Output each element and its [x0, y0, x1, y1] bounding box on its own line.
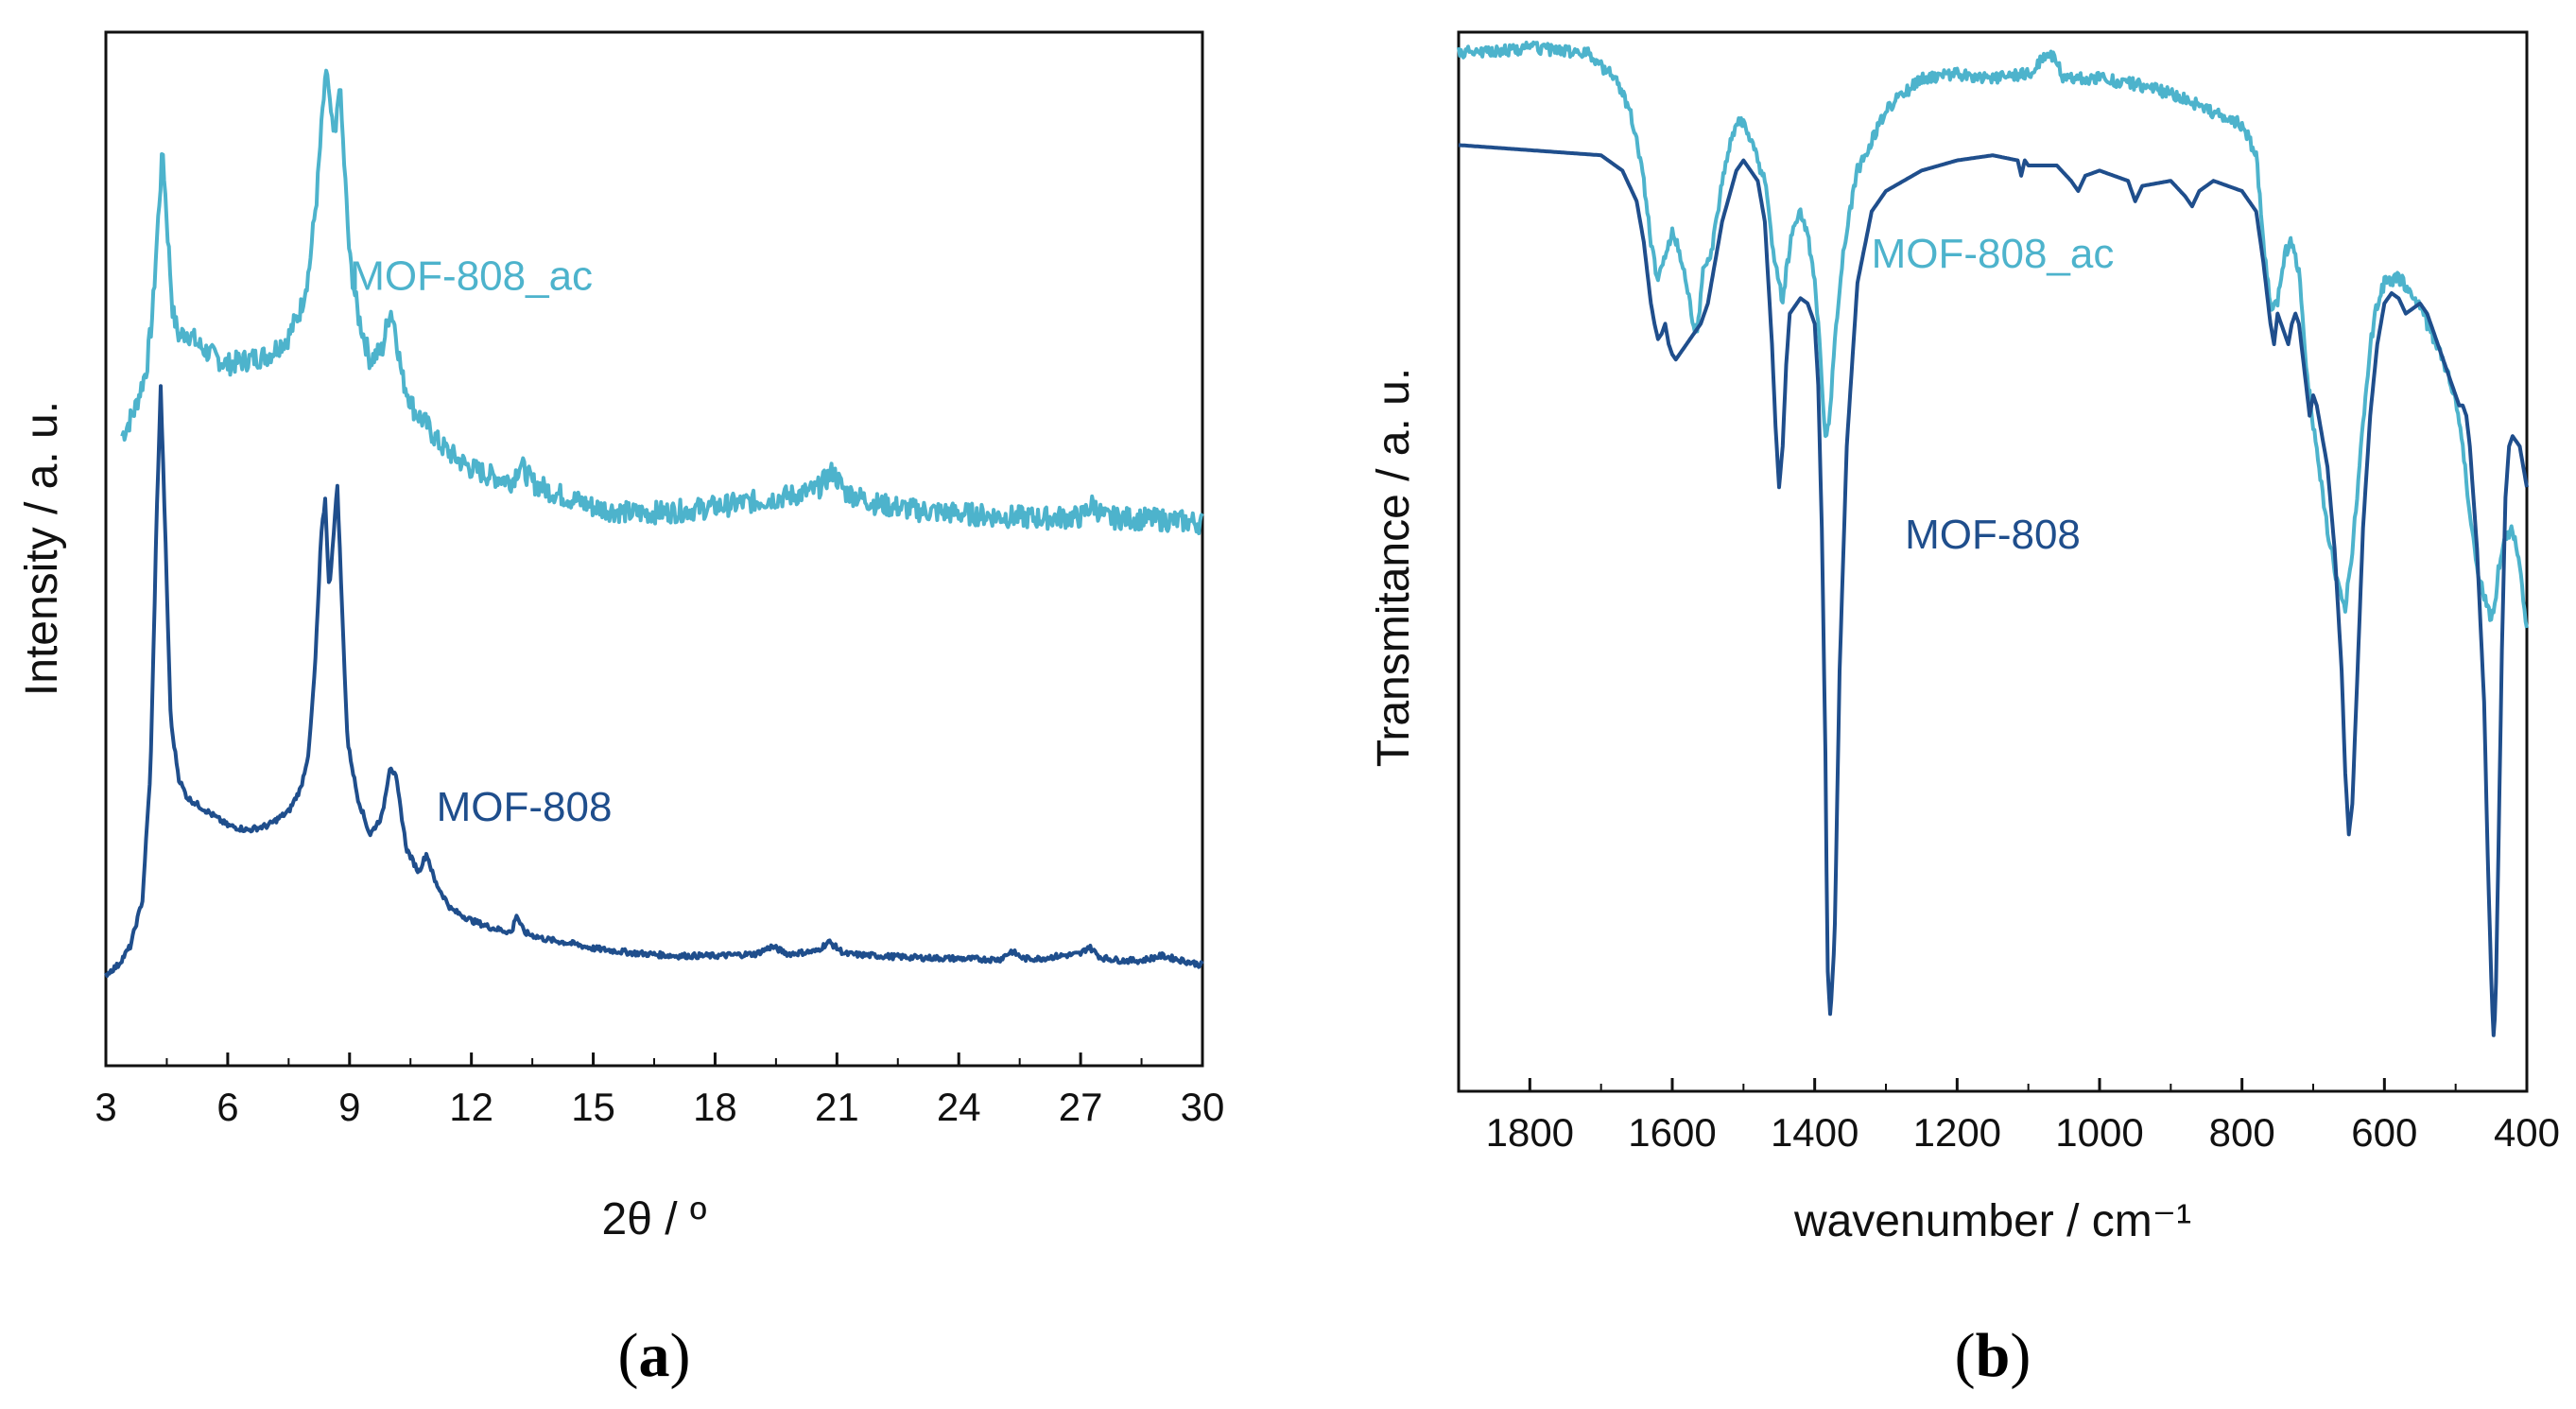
x-tick-label-b-7: 400	[2494, 1110, 2560, 1155]
x-tick-label-b-1: 1600	[1628, 1110, 1716, 1155]
y-axis-title-a: Intensity / a. u.	[17, 401, 67, 696]
x-tick-label-b-0: 1800	[1486, 1110, 1574, 1155]
x-tick-label-a-6: 21	[815, 1085, 859, 1129]
x-axis-title-a: 2θ / º	[602, 1194, 707, 1244]
series-line-a-mof-808	[104, 384, 1204, 978]
plot-frame-b	[1457, 30, 2529, 1093]
y-axis-title-b: Transmitance / a. u.	[1369, 368, 1419, 767]
x-tick-label-b-4: 1000	[2055, 1110, 2143, 1155]
series-line-b-mof-808-ac	[1457, 40, 2529, 629]
series-label-b-1: MOF-808	[1905, 512, 2081, 558]
panel-label-a: (a)	[618, 1321, 691, 1390]
x-tick-label-b-2: 1400	[1771, 1110, 1859, 1155]
x-tick-label-b-3: 1200	[1913, 1110, 2001, 1155]
x-tick-label-a-2: 9	[338, 1085, 360, 1129]
panel-b-chart: 1800 1600 1400 1200 1000 800 600 400 wavenumber …	[1369, 30, 2560, 1390]
x-tick-label-a-4: 15	[571, 1085, 615, 1129]
x-tick-label-b-5: 800	[2209, 1110, 2275, 1155]
series-line-a-mof-808-ac	[120, 68, 1204, 535]
series-label-a-1: MOF-808	[437, 784, 613, 830]
x-tick-label-a-8: 27	[1059, 1085, 1103, 1129]
x-tick-label-a-1: 6	[216, 1085, 238, 1129]
x-tick-label-a-7: 24	[937, 1085, 981, 1129]
series-label-a-0: MOF-808_ac	[350, 252, 593, 299]
panel-letter-a: a	[639, 1321, 670, 1390]
panel-label-b: (b)	[1955, 1321, 2031, 1390]
x-tick-label-b-6: 600	[2351, 1110, 2417, 1155]
x-tick-label-a-3: 12	[449, 1085, 493, 1129]
panel-a-chart: 3 6 9 12 15 18 21 24 27 30 2θ / º Intensity / a. u.…	[17, 30, 1225, 1390]
series-line-b-mof-808	[1458, 143, 2529, 1037]
x-tick-label-a-9: 30	[1181, 1085, 1225, 1129]
x-tick-label-a-5: 18	[693, 1085, 737, 1129]
plot-frame-a	[104, 30, 1204, 1068]
panel-letter-b: b	[1976, 1321, 2011, 1390]
x-tick-label-a-0: 3	[95, 1085, 116, 1129]
x-axis-title-b: wavenumber / cm⁻¹	[1793, 1196, 2191, 1246]
series-label-b-0: MOF-808_ac	[1872, 231, 2115, 277]
